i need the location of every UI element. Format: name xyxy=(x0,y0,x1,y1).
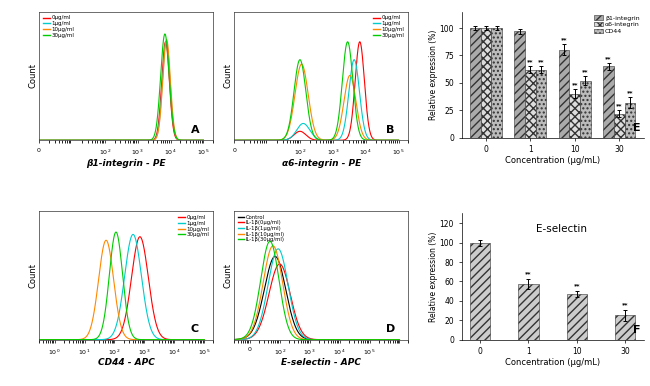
Y-axis label: Count: Count xyxy=(224,63,233,88)
Text: **: ** xyxy=(605,56,612,61)
X-axis label: Concentration (μg/mL): Concentration (μg/mL) xyxy=(505,358,600,367)
Text: **: ** xyxy=(571,82,578,87)
Y-axis label: Relative expression (%): Relative expression (%) xyxy=(429,29,438,120)
X-axis label: Concentration (μg/mL): Concentration (μg/mL) xyxy=(505,156,600,165)
X-axis label: CD44 - APC: CD44 - APC xyxy=(98,358,155,367)
Y-axis label: Count: Count xyxy=(224,263,233,288)
Bar xyxy=(470,243,490,340)
Text: **: ** xyxy=(582,69,589,74)
Bar xyxy=(518,284,539,340)
X-axis label: β1-integrin - PE: β1-integrin - PE xyxy=(86,159,166,168)
Legend: 0μg/ml, 1μg/ml, 10μg/ml, 30μg/ml: 0μg/ml, 1μg/ml, 10μg/ml, 30μg/ml xyxy=(372,14,406,39)
Legend: Control, IL-1β(0μg/ml), IL-1β(1μg/ml), IL-1β(10μg/ml), IL-1β(30μg/ml): Control, IL-1β(0μg/ml), IL-1β(1μg/ml), I… xyxy=(237,214,286,243)
Y-axis label: Count: Count xyxy=(29,63,38,88)
Text: **: ** xyxy=(561,37,567,42)
Bar xyxy=(580,81,591,138)
Bar xyxy=(559,50,569,138)
Legend: 0μg/ml, 1μg/ml, 10μg/ml, 30μg/ml: 0μg/ml, 1μg/ml, 10μg/ml, 30μg/ml xyxy=(42,14,75,39)
Bar xyxy=(480,28,491,138)
Bar xyxy=(514,31,525,138)
Text: C: C xyxy=(190,324,199,334)
Legend: 0μg/ml, 1μg/ml, 10μg/ml, 30μg/ml: 0μg/ml, 1μg/ml, 10μg/ml, 30μg/ml xyxy=(177,214,211,239)
X-axis label: α6-integrin - PE: α6-integrin - PE xyxy=(281,159,361,168)
Text: **: ** xyxy=(573,283,580,288)
Text: B: B xyxy=(386,125,394,135)
Bar xyxy=(536,70,547,138)
Y-axis label: Count: Count xyxy=(29,263,38,288)
Bar xyxy=(625,103,635,138)
Text: E-selectin: E-selectin xyxy=(536,224,587,234)
Text: **: ** xyxy=(527,59,534,64)
Text: E: E xyxy=(632,124,640,134)
Bar xyxy=(615,315,635,340)
Bar xyxy=(470,28,480,138)
Bar xyxy=(491,28,502,138)
Bar xyxy=(525,70,536,138)
Y-axis label: Relative expression (%): Relative expression (%) xyxy=(429,231,438,322)
Text: A: A xyxy=(190,125,200,135)
Text: **: ** xyxy=(622,302,629,306)
Text: **: ** xyxy=(616,103,623,108)
Text: **: ** xyxy=(525,272,532,277)
Text: D: D xyxy=(386,324,395,334)
Bar xyxy=(603,66,614,138)
X-axis label: E-selectin - APC: E-selectin - APC xyxy=(281,358,361,367)
Text: F: F xyxy=(632,325,640,335)
Text: **: ** xyxy=(627,90,633,95)
Text: **: ** xyxy=(538,59,544,64)
Bar xyxy=(569,94,580,138)
Legend: β1-integrin, α6-integrin, CD44: β1-integrin, α6-integrin, CD44 xyxy=(593,15,640,35)
Bar xyxy=(567,294,587,340)
Bar xyxy=(614,113,625,138)
